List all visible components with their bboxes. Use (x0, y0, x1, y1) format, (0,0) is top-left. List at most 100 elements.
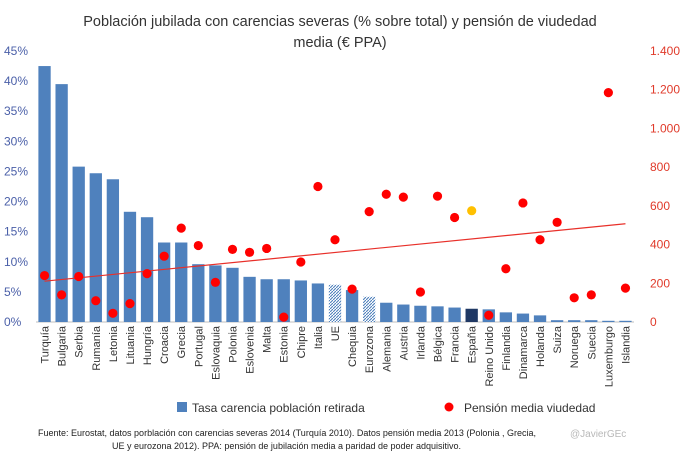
bar-bulgaria (55, 84, 68, 323)
dot-irlanda (415, 287, 426, 297)
bar-turquía (38, 66, 51, 322)
left-tick-label: 30% (4, 134, 28, 148)
category-label: Suiza (552, 325, 564, 353)
bar-chipre (294, 280, 307, 322)
dot-eslovenia (244, 247, 255, 257)
legend-bar-label: Tasa carencia población retirada (192, 401, 365, 415)
right-tick-label: 0 (650, 315, 657, 329)
bar-suiza (550, 320, 564, 322)
bar-eslovenia (243, 276, 256, 322)
category-label: Islandia (620, 325, 632, 364)
category-label: Eslovenia (245, 325, 257, 374)
dot-malta (262, 243, 272, 254)
dot-croacia (159, 251, 169, 261)
dot-ue (330, 235, 340, 245)
bar-españa (465, 308, 478, 322)
legend-bar-swatch (177, 402, 187, 412)
category-label: Eslovaquia (210, 325, 222, 380)
bar-malta (260, 279, 273, 322)
bar-dinamarca (516, 313, 530, 322)
dot-islandia (620, 283, 631, 293)
bar-chequia (345, 290, 359, 322)
dot-noruega (569, 293, 579, 303)
dot-francia (450, 212, 460, 223)
dot-holanda (535, 235, 545, 245)
category-label: Malta (262, 325, 274, 353)
legend-dot-swatch (444, 402, 454, 412)
dot-portugal (193, 240, 203, 251)
category-label: Luxemburgo (603, 326, 615, 387)
bar-noruega (568, 320, 581, 322)
bar-eslovaquia (209, 265, 222, 322)
left-tick-label: 45% (4, 44, 28, 58)
bar-letonia (106, 179, 120, 322)
bar-serbia (72, 166, 85, 322)
right-tick-label: 1.400 (650, 44, 680, 58)
category-label: Francia (450, 325, 462, 363)
bar-rumanía (89, 173, 102, 322)
right-tick-label: 800 (650, 160, 670, 174)
category-label: UE (330, 326, 342, 341)
dot-suiza (552, 217, 562, 227)
left-axis-ticks: 0% 5% 10% 15% 20% 25% 30% 35% 40% 45% (4, 44, 28, 329)
dot-austria (398, 192, 408, 202)
category-label: Chequia (347, 325, 359, 367)
chart-title-line-1: Población jubilada con carencias severas… (83, 14, 596, 30)
bar-eurozona (363, 296, 376, 322)
category-label: Bélgica (433, 325, 445, 362)
category-label: Eurozona (364, 325, 376, 373)
dot-bélgica (432, 191, 443, 201)
dot-eurozona (364, 207, 374, 217)
bar-series (38, 66, 632, 323)
source-note-line-1: Fuente: Eurostat, datos porblación con c… (38, 428, 536, 438)
dot-chequia (347, 284, 357, 294)
source-note-line-2: UE y eurozona 2012). PPA: pensión de jub… (112, 441, 461, 451)
category-label: Reino Unido (484, 326, 496, 387)
left-tick-label: 5% (4, 285, 22, 299)
bar-luxemburgo (602, 320, 615, 322)
category-label: Grecia (176, 325, 188, 358)
dot-estonia (279, 312, 289, 322)
bar-bélgica (431, 306, 444, 322)
category-label: Letonia (108, 325, 120, 362)
bar-estonia (277, 279, 290, 322)
category-label: España (467, 325, 479, 363)
right-axis-ticks: 0 200 400 600 800 1.000 1.200 1.400 (650, 44, 680, 329)
right-tick-label: 400 (650, 238, 670, 252)
dot-italia (313, 181, 323, 192)
right-tick-label: 1.200 (650, 83, 680, 97)
dot-alemania (381, 189, 391, 199)
dot-eslovaquia (210, 277, 220, 287)
category-label: Estonia (279, 325, 291, 363)
dot-grecia (176, 223, 186, 233)
bar-lituania (123, 211, 137, 322)
author-credit: @JavierGEc (570, 429, 626, 440)
legend-dot-label: Pensión media viudedad (464, 401, 595, 415)
bar-ue (328, 284, 342, 322)
dot-españa (467, 206, 477, 216)
category-label: Serbia (74, 325, 86, 358)
left-tick-label: 10% (4, 255, 28, 269)
legend: Tasa carencia población retirada Pensión… (177, 401, 595, 415)
category-label: Dinamarca (518, 325, 530, 379)
bar-islandia (619, 320, 632, 322)
category-label: Italia (313, 325, 325, 349)
dot-polonia (227, 244, 238, 255)
dot-bulgaria (57, 290, 67, 300)
category-labels: Turquía Bulgaria Serbia Rumanía Letonia Litua… (40, 325, 633, 387)
category-label: Holanda (535, 325, 547, 367)
bar-holanda (533, 315, 547, 322)
bar-suecia (585, 320, 598, 322)
dot-serbia (74, 271, 84, 282)
dot-lituania (125, 299, 135, 309)
category-label: Finlandia (501, 325, 513, 371)
category-label: Austria (398, 325, 410, 360)
category-label: Noruega (569, 325, 581, 368)
left-tick-label: 40% (4, 74, 28, 88)
dot-finlandia (501, 264, 511, 274)
right-tick-label: 200 (650, 276, 670, 290)
chart-title-line-2: media (€ PPA) (293, 35, 386, 51)
dot-chipre (296, 257, 306, 267)
bar-grecia (175, 242, 188, 322)
